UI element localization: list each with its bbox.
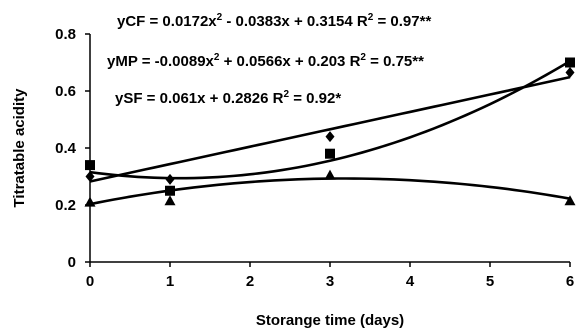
- triangle-point: [324, 169, 336, 180]
- y-tick-label: 0: [68, 254, 76, 271]
- data-points: [84, 57, 576, 207]
- diamond-point: [565, 66, 575, 78]
- triangle-point: [164, 195, 176, 206]
- y-ticks: 0 0.2 0.4 0.6 0.8: [55, 26, 90, 271]
- fit-curve-triangle: [89, 177, 571, 206]
- y-tick-label: 0.2: [55, 197, 76, 214]
- x-tick-label: 5: [486, 273, 494, 290]
- x-tick-label: 2: [246, 273, 254, 290]
- x-axis-label: Storange time (days): [256, 312, 404, 329]
- x-tick-label: 1: [166, 273, 174, 290]
- equation-cf: yCF = 0.0172x2 - 0.0383x + 0.3154 R2 = 0…: [117, 12, 431, 30]
- square-point: [325, 148, 335, 159]
- triangle-point: [564, 195, 576, 206]
- fit-curve-square: [89, 75, 571, 183]
- square-point: [565, 57, 575, 68]
- x-ticks: 0 1 2 3 4 5 6: [86, 262, 574, 290]
- x-tick-label: 6: [566, 273, 574, 290]
- x-tick-label: 4: [406, 273, 415, 290]
- equation-mp: yMP = -0.0089x2 + 0.0566x + 0.203 R2 = 0…: [107, 52, 424, 70]
- fit-curve-diamond: [89, 60, 571, 180]
- x-tick-label: 0: [86, 273, 94, 290]
- square-point: [165, 185, 175, 196]
- x-tick-label: 3: [326, 273, 334, 290]
- equation-sf: ySF = 0.061x + 0.2826 R2 = 0.92*: [115, 89, 341, 107]
- diamond-point: [325, 131, 335, 143]
- y-axis-label: Titratable acidity: [11, 88, 28, 208]
- y-tick-label: 0.6: [55, 83, 76, 100]
- diamond-point: [165, 173, 175, 185]
- y-tick-label: 0.4: [55, 140, 77, 157]
- y-tick-label: 0.8: [55, 26, 76, 43]
